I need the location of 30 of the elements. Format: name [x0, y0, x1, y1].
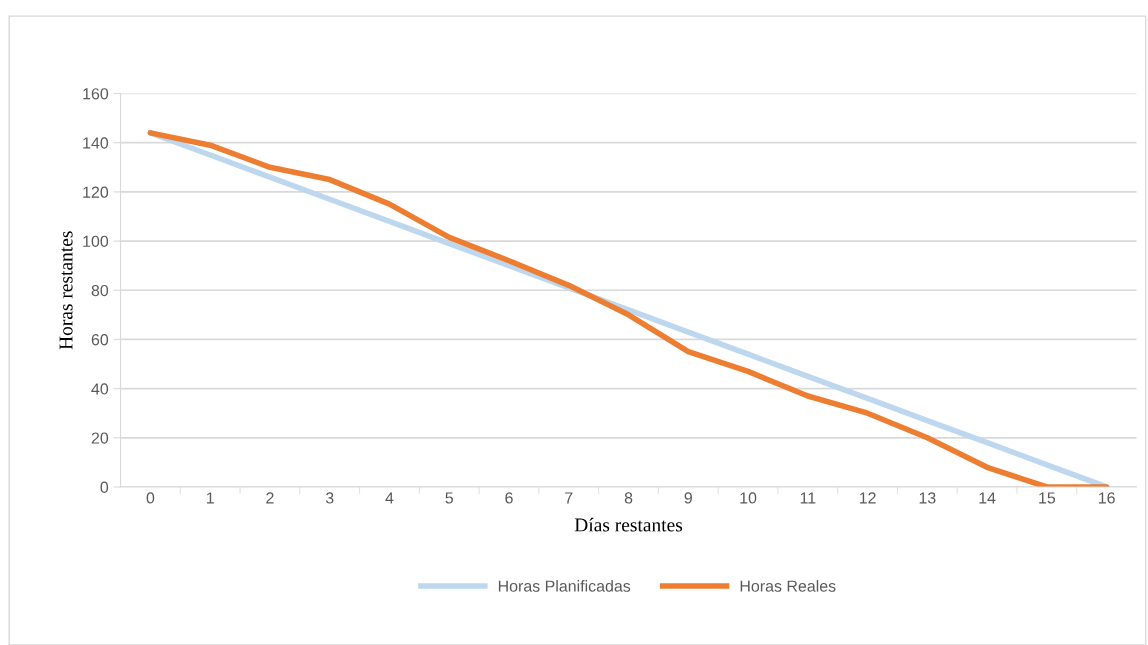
x-tick-label: 0 [146, 492, 155, 504]
x-tick-label: 8 [624, 492, 633, 504]
y-tick-label: 20 [91, 432, 109, 444]
x-tick-label: 2 [266, 492, 274, 504]
x-axis-title: Días restantes [574, 517, 683, 532]
y-tick-label: 160 [83, 88, 109, 100]
x-tick-label: 7 [565, 492, 573, 504]
legend-label: Horas Planificadas [498, 580, 631, 592]
x-tick-label: 5 [445, 492, 454, 504]
y-axis-title: Horas restantes [59, 231, 73, 350]
x-tick-label: 4 [385, 492, 394, 504]
x-tick-label: 10 [740, 492, 757, 504]
x-tick-label: 1 [206, 492, 214, 504]
y-tick-label: 60 [91, 334, 109, 346]
y-tick-label: 140 [83, 137, 109, 149]
legend-label: Horas Reales [740, 580, 836, 592]
x-tick-label: 3 [325, 492, 334, 504]
x-tick-label: 15 [1039, 492, 1056, 504]
x-tick-label: 16 [1098, 492, 1115, 504]
x-tick-label: 9 [684, 492, 692, 504]
x-tick-label: 14 [979, 492, 996, 504]
x-tick-label: 13 [919, 492, 936, 504]
x-tick-label: 12 [859, 492, 876, 504]
y-tick-label: 100 [83, 235, 109, 248]
x-tick-label: 11 [800, 492, 816, 504]
y-tick-label: 40 [91, 383, 109, 395]
y-tick-label: 0 [100, 481, 109, 493]
y-tick-label: 80 [91, 284, 109, 297]
y-tick-label: 120 [83, 186, 109, 198]
x-tick-label: 6 [505, 492, 513, 504]
